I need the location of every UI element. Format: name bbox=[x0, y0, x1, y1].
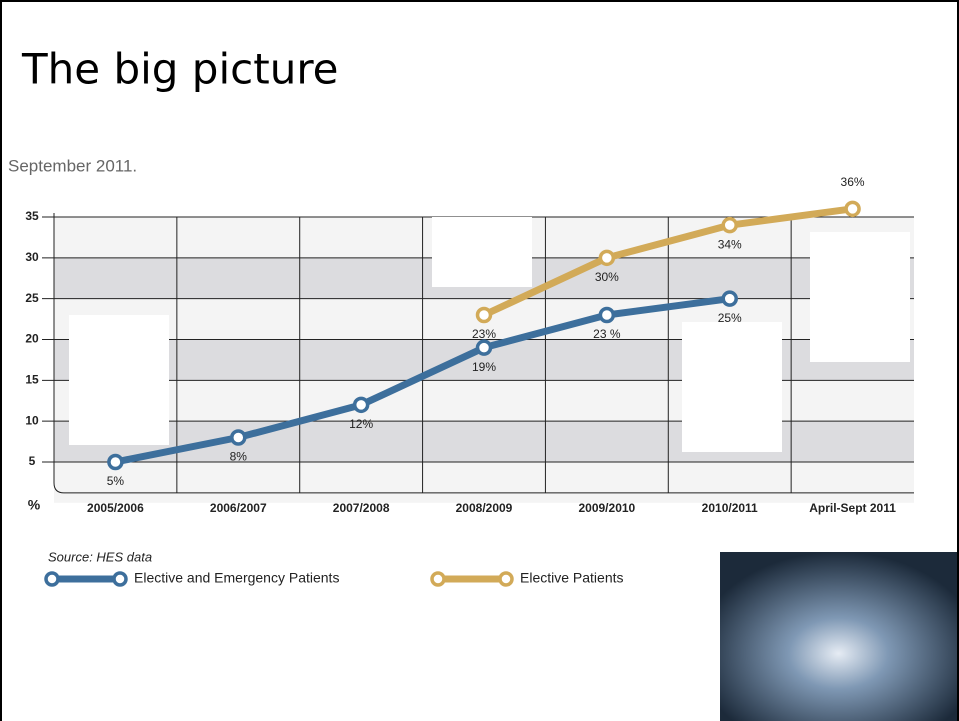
y-tick-label: 20 bbox=[25, 332, 39, 346]
series-line bbox=[114, 295, 731, 466]
data-label: 12% bbox=[349, 417, 373, 431]
subtitle: September 2011. bbox=[8, 156, 137, 175]
series-point bbox=[230, 429, 247, 446]
data-label: 36% bbox=[841, 175, 865, 189]
cover-box bbox=[682, 322, 782, 452]
x-tick-label: 2008/2009 bbox=[456, 501, 513, 515]
data-label: 8% bbox=[230, 450, 248, 464]
data-label: 23% bbox=[472, 327, 496, 341]
x-tick-label: 2009/2010 bbox=[578, 501, 635, 515]
x-tick-label: April-Sept 2011 bbox=[809, 501, 896, 515]
data-label: 30% bbox=[595, 270, 619, 284]
y-tick-label: 10 bbox=[25, 413, 39, 427]
photo bbox=[720, 552, 957, 721]
legend-swatch bbox=[44, 571, 60, 587]
cover-box bbox=[810, 232, 910, 362]
series-point bbox=[352, 396, 370, 414]
data-label: 19% bbox=[472, 360, 496, 374]
y-tick-label: 5 bbox=[29, 454, 36, 468]
legend-swatch bbox=[112, 571, 128, 587]
x-tick-label: 2007/2008 bbox=[333, 501, 390, 515]
series-point bbox=[107, 453, 124, 471]
y-tick-label: 25 bbox=[25, 291, 39, 305]
x-tick-label: 2006/2007 bbox=[210, 501, 267, 515]
plot-band bbox=[54, 421, 914, 462]
series-point bbox=[721, 290, 738, 307]
data-label: 34% bbox=[718, 237, 742, 251]
series-point bbox=[598, 306, 616, 324]
y-tick-label: 30 bbox=[25, 250, 39, 264]
slide-title: The big picture bbox=[21, 45, 339, 94]
series-point bbox=[598, 249, 616, 267]
series-line bbox=[482, 205, 854, 319]
y-tick-label: 15 bbox=[25, 373, 39, 387]
series-point bbox=[475, 306, 493, 324]
plot-band bbox=[54, 380, 914, 422]
data-label: 23 % bbox=[593, 327, 621, 341]
legend-label: Elective and Emergency Patients bbox=[134, 570, 339, 586]
cover-box bbox=[432, 217, 532, 287]
series-point bbox=[844, 200, 861, 218]
series-point bbox=[721, 216, 738, 234]
photo-image bbox=[720, 552, 957, 721]
cover-box bbox=[69, 315, 169, 445]
legend-label: Elective Patients bbox=[520, 570, 624, 586]
y-tick-label: 35 bbox=[25, 209, 39, 223]
data-label: 25% bbox=[718, 311, 742, 325]
legend-swatch bbox=[498, 571, 514, 587]
source-note: Source: HES data bbox=[48, 549, 152, 564]
x-tick-label: 2010/2011 bbox=[702, 501, 758, 515]
legend-swatch bbox=[430, 571, 446, 587]
plot: 5 10 15 20 25 30 35% 2005/2006 2006/2007 2007/200… bbox=[25, 175, 914, 587]
plot-frame bbox=[53, 213, 914, 494]
y-axis-label: % bbox=[28, 497, 41, 513]
data-label: 5% bbox=[107, 474, 125, 488]
series-point bbox=[475, 339, 493, 356]
plot-band bbox=[54, 462, 914, 503]
x-tick-label: 2005/2006 bbox=[87, 501, 144, 515]
